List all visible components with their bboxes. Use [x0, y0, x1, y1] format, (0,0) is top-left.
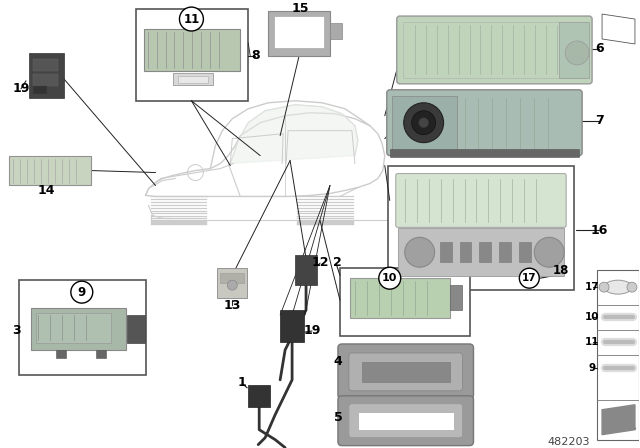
FancyBboxPatch shape — [396, 173, 566, 227]
Text: 17: 17 — [585, 282, 600, 292]
Circle shape — [519, 268, 540, 288]
Bar — [220, 273, 244, 283]
Bar — [340, 268, 470, 336]
Bar — [519, 242, 531, 262]
Bar — [499, 242, 511, 262]
Text: 11: 11 — [183, 13, 200, 26]
Text: 15: 15 — [291, 2, 309, 15]
Bar — [127, 315, 145, 343]
Bar — [9, 155, 91, 185]
Circle shape — [627, 282, 637, 292]
Bar — [280, 310, 304, 342]
Bar — [403, 22, 586, 78]
Bar — [358, 412, 454, 430]
Text: 10: 10 — [585, 312, 599, 322]
Polygon shape — [602, 405, 635, 435]
Circle shape — [404, 103, 444, 142]
Bar — [330, 23, 342, 39]
FancyBboxPatch shape — [349, 404, 463, 438]
Text: 6: 6 — [595, 43, 604, 56]
Bar — [268, 11, 330, 56]
Bar — [136, 9, 248, 101]
Bar — [350, 278, 449, 318]
Text: 10: 10 — [382, 273, 397, 283]
Text: 19: 19 — [12, 82, 29, 95]
Text: 19: 19 — [303, 323, 321, 336]
Circle shape — [534, 237, 564, 267]
Bar — [179, 76, 209, 83]
Circle shape — [71, 281, 93, 303]
Text: 9: 9 — [589, 363, 596, 373]
Bar — [96, 350, 106, 358]
Circle shape — [599, 282, 609, 292]
FancyBboxPatch shape — [397, 16, 592, 84]
Circle shape — [227, 280, 237, 290]
Bar — [248, 385, 270, 407]
Bar — [390, 149, 579, 157]
Bar — [392, 96, 456, 150]
Text: 8: 8 — [251, 49, 260, 62]
Circle shape — [179, 7, 204, 31]
Bar — [388, 166, 574, 290]
Circle shape — [404, 237, 435, 267]
Bar — [9, 155, 91, 185]
Text: 9: 9 — [77, 286, 86, 299]
Text: 3: 3 — [12, 323, 20, 336]
Bar — [36, 313, 111, 343]
Bar — [33, 74, 58, 86]
Bar — [218, 268, 247, 298]
Text: 17: 17 — [522, 273, 536, 283]
FancyBboxPatch shape — [338, 396, 474, 446]
Text: 14: 14 — [37, 184, 54, 197]
FancyBboxPatch shape — [387, 90, 582, 155]
Circle shape — [419, 118, 429, 128]
Bar — [449, 285, 461, 310]
Text: 5: 5 — [333, 411, 342, 424]
Text: 11: 11 — [585, 337, 599, 347]
Polygon shape — [230, 105, 358, 164]
Text: 16: 16 — [590, 224, 608, 237]
Bar — [460, 242, 472, 262]
Bar — [143, 29, 240, 71]
Text: 13: 13 — [223, 299, 241, 312]
FancyBboxPatch shape — [349, 353, 463, 391]
Bar — [33, 86, 47, 94]
Bar — [274, 16, 324, 48]
Bar — [31, 308, 125, 350]
Bar — [559, 22, 589, 78]
Bar — [479, 242, 492, 262]
Text: 7: 7 — [595, 114, 604, 127]
Text: 12: 12 — [311, 256, 329, 269]
Circle shape — [379, 267, 401, 289]
Bar — [362, 362, 449, 382]
Bar — [440, 242, 452, 262]
Bar — [56, 350, 66, 358]
Text: 482203: 482203 — [548, 437, 591, 447]
Text: 18: 18 — [553, 264, 570, 277]
FancyBboxPatch shape — [338, 344, 474, 399]
Text: 2: 2 — [333, 256, 341, 269]
Bar — [295, 255, 317, 285]
Ellipse shape — [604, 280, 632, 294]
Circle shape — [412, 111, 436, 135]
Bar — [397, 228, 564, 276]
Bar — [597, 270, 639, 439]
Bar — [29, 53, 64, 98]
Text: 4: 4 — [333, 355, 342, 368]
Bar — [19, 280, 145, 375]
Bar — [33, 59, 58, 71]
Circle shape — [565, 41, 589, 65]
Bar — [173, 73, 213, 85]
Text: 1: 1 — [238, 376, 246, 389]
